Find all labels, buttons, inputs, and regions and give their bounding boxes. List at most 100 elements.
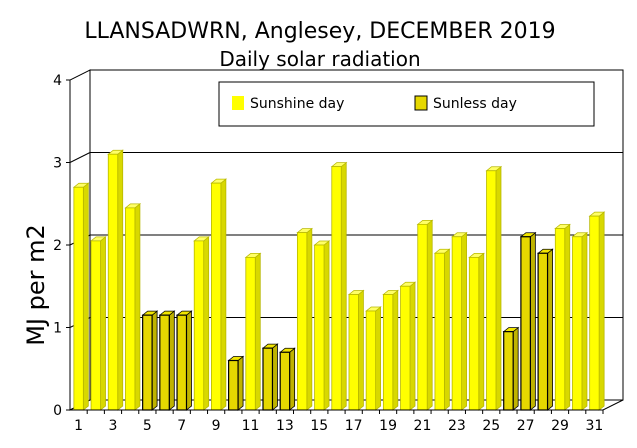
bar-day-11 [244, 252, 262, 411]
bar-side [134, 203, 141, 411]
bar-day-24 [468, 252, 485, 411]
x-tick-label: 19 [379, 418, 397, 434]
bar-front [279, 351, 291, 411]
bar-side [117, 149, 124, 411]
bar-side [323, 240, 330, 411]
bar-day-13 [279, 347, 296, 411]
x-tick-label: 31 [585, 418, 603, 434]
x-tick-label: 5 [143, 418, 152, 434]
bar-front [468, 256, 480, 411]
legend-label-sunshine: Sunshine day [250, 96, 344, 112]
bar-side [392, 289, 399, 411]
bar-front [262, 347, 274, 411]
bar-day-27 [519, 231, 537, 411]
bar-side [237, 355, 244, 411]
bar-day-3 [107, 149, 124, 411]
bar-day-15 [313, 240, 331, 411]
bar-front [503, 331, 514, 411]
bar-day-5 [141, 310, 159, 411]
bar-front [400, 285, 411, 411]
bar-front [142, 314, 153, 411]
x-tick-label: 11 [242, 418, 260, 434]
bar-side [461, 231, 467, 411]
y-tick-label: 1 [53, 321, 62, 337]
bar-front [417, 223, 428, 411]
bar-front [228, 359, 239, 411]
bar-side [254, 252, 261, 411]
bar-front [451, 236, 462, 411]
bar-side [598, 211, 605, 411]
y-tick-label: 4 [53, 73, 62, 89]
chart-subtitle: Daily solar radiation [219, 47, 420, 71]
bar-day-22 [433, 248, 451, 411]
bar-day-16 [330, 161, 348, 411]
bar-side [220, 178, 227, 411]
bar-side [564, 223, 571, 411]
x-tick-label: 27 [517, 418, 535, 434]
y-axis-label: MJ per m2 [22, 224, 50, 346]
bar-day-7 [175, 310, 193, 411]
x-tick-label: 21 [414, 418, 432, 434]
bar-front [245, 256, 256, 411]
x-tick-label: 3 [109, 418, 118, 434]
bar-side [581, 231, 588, 411]
bar-day-8 [193, 236, 210, 411]
bar-day-10 [227, 355, 245, 411]
bar-day-26 [502, 326, 520, 411]
legend-label-sunless: Sunless day [433, 96, 517, 112]
bar-front [520, 236, 531, 411]
bar-front [90, 240, 101, 411]
bar-front [434, 252, 445, 411]
bar-front [176, 314, 188, 411]
bar-day-25 [485, 165, 503, 411]
x-tick-label: 1 [74, 418, 83, 434]
bar-day-6 [158, 310, 176, 411]
x-tick-label: 9 [212, 418, 221, 434]
bar-side [547, 248, 553, 411]
chart-title: LLANSADWRN, Anglesey, DECEMBER 2019 [84, 19, 555, 44]
x-tick-label: 7 [177, 418, 186, 434]
bar-side [186, 310, 192, 411]
bar-day-23 [450, 231, 468, 411]
bar-day-14 [296, 227, 313, 411]
bar-day-9 [210, 178, 228, 411]
bar-front [589, 215, 600, 411]
bar-day-29 [554, 223, 571, 411]
bar-side [478, 252, 485, 411]
bar-day-20 [399, 281, 417, 411]
bar-day-1 [72, 182, 90, 411]
bar-side [306, 227, 313, 411]
bar-side [495, 165, 502, 411]
y-tick-label: 3 [53, 156, 62, 172]
bar-day-2 [89, 236, 107, 411]
bar-side [151, 310, 158, 411]
bar-side [340, 161, 347, 411]
bar-side [82, 182, 89, 411]
bar-side [203, 236, 210, 411]
bar-day-4 [124, 203, 142, 411]
bar-day-17 [347, 289, 365, 411]
bar-front [73, 186, 84, 411]
bar-side [272, 343, 278, 411]
bar-front [211, 182, 222, 411]
bar-side [426, 219, 433, 411]
y-tick-label: 0 [53, 403, 62, 419]
bar-front [331, 166, 342, 411]
bar-front [314, 244, 325, 411]
bar-day-31 [588, 211, 606, 411]
bar-front [159, 314, 170, 411]
bar-side [375, 306, 382, 411]
bar-side [443, 248, 450, 411]
bar-day-30 [571, 231, 589, 411]
bar-front [572, 236, 583, 411]
bar-front [382, 294, 394, 411]
x-tick-label: 17 [345, 418, 363, 434]
bar-front [193, 240, 205, 411]
bar-front [486, 170, 497, 411]
bar-side [168, 310, 175, 411]
bar-side [512, 326, 519, 411]
bar-front [107, 153, 119, 411]
bar-front [296, 232, 308, 411]
